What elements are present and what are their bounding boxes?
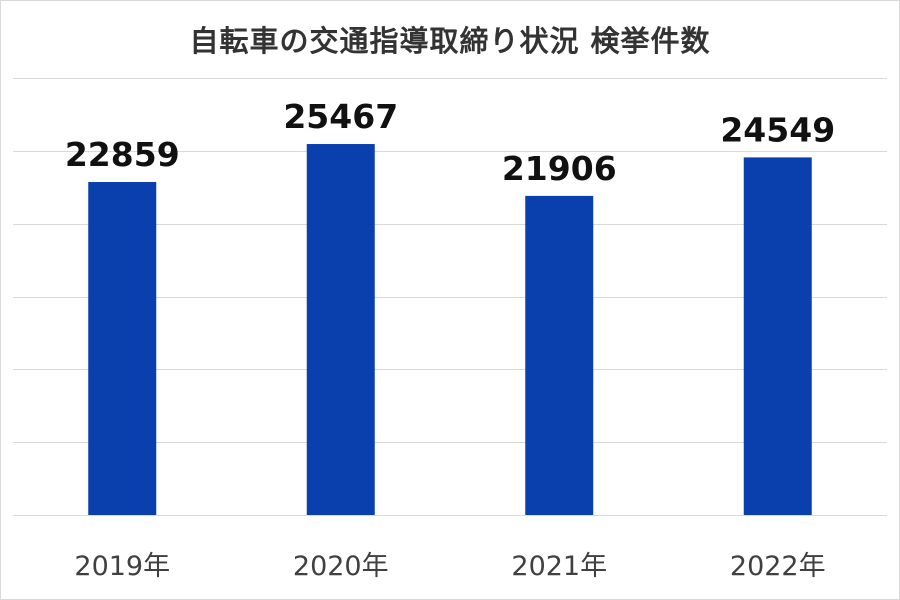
chart-title: 自転車の交通指導取締り状況 検挙件数 bbox=[189, 24, 711, 58]
data-label-3: 24549 bbox=[720, 110, 835, 149]
bar-0 bbox=[88, 182, 157, 515]
gridlines bbox=[13, 78, 887, 516]
x-tick-label-3: 2022年 bbox=[730, 551, 826, 582]
x-tick-label-0: 2019年 bbox=[74, 551, 170, 582]
bar-2 bbox=[525, 195, 594, 516]
bar-1 bbox=[306, 144, 375, 515]
x-tick-label-1: 2020年 bbox=[293, 551, 389, 582]
bars bbox=[88, 144, 812, 516]
x-tick-label-2: 2021年 bbox=[511, 551, 607, 582]
data-label-2: 21906 bbox=[502, 149, 617, 188]
data-label-1: 25467 bbox=[283, 97, 398, 136]
data-labels: 22859 25467 21906 24549 bbox=[65, 97, 835, 188]
x-tick-labels: 2019年 2020年 2021年 2022年 bbox=[74, 551, 825, 582]
data-label-0: 22859 bbox=[65, 135, 180, 174]
bar-3 bbox=[743, 157, 812, 515]
